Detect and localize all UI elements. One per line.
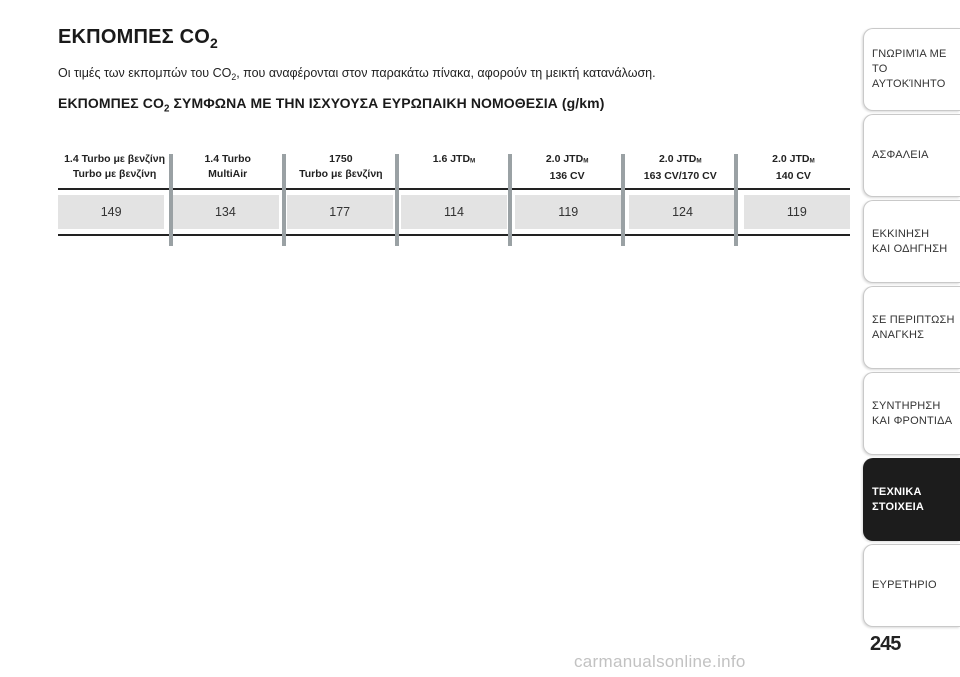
column-header-1: 1.4 Turbo με βενζίνη Turbo με βενζίνη (64, 153, 166, 180)
tab-index[interactable]: ΕΥΡΕΤΗΡΙΟ (863, 544, 960, 627)
value-cell-3: 177 (286, 195, 393, 229)
value-cell-6: 124 (629, 195, 736, 229)
tab-safety[interactable]: ΑΣΦΑΛΕΙΑ (863, 114, 960, 197)
column-header-2: 1.4 Turbo MultiAir (204, 153, 251, 180)
emissions-table: 1.4 Turbo με βενζίνη Turbo με βενζίνη 1.4… (58, 150, 850, 246)
intro-text: Οι τιμές των εκπομπών του CO2, που αναφέ… (58, 66, 656, 83)
column-divider (508, 154, 512, 246)
table-header-row: 1.4 Turbo με βενζίνη Turbo με βενζίνη 1.4… (58, 150, 850, 188)
value-cell-1: 149 (58, 195, 165, 229)
watermark: carmanualsonline.info (574, 652, 746, 671)
column-divider (734, 154, 738, 246)
tab-getting-to-know[interactable]: ΓΝΩΡΙΜΊΑ ΜΕ ΤΟ ΑΥΤΟΚΊΝΗΤΟ (863, 28, 960, 111)
section-subtitle: ΕΚΠΟΜΠΕΣ CO2 ΣΥΜΦΩΝΑ ΜΕ ΤΗΝ ΙΣΧΥΟΥΣΑ ΕΥΡ… (58, 95, 605, 115)
value-cell-5: 119 (515, 195, 622, 229)
column-divider (395, 154, 399, 246)
column-header-7: 2.0 JTDM 140 CV (772, 153, 815, 182)
tab-technical-data[interactable]: ΤΕΧΝΙΚΑ ΣΤΟΙΧΕΙΑ (863, 458, 960, 541)
tab-starting-driving[interactable]: ΕΚΚΙΝΗΣΗ ΚΑΙ ΟΔΗΓΗΣΗ (863, 200, 960, 283)
value-cell-2: 134 (172, 195, 279, 229)
chapter-sidebar: ΓΝΩΡΙΜΊΑ ΜΕ ΤΟ ΑΥΤΟΚΊΝΗΤΟ ΑΣΦΑΛΕΙΑ ΕΚΚΙΝΗ… (863, 28, 960, 630)
column-header-4: 1.6 JTDM (432, 153, 476, 165)
page-number: 245 (870, 633, 901, 655)
page-title: ΕΚΠΟΜΠΕΣ CO2 (58, 26, 218, 51)
column-divider (169, 154, 173, 246)
column-divider (282, 154, 286, 246)
table-row: 149 134 177 114 119 124 119 (58, 190, 850, 234)
value-cell-4: 114 (400, 195, 508, 229)
column-header-5: 2.0 JTDM 136 CV (545, 153, 589, 182)
table-top-rule (58, 188, 850, 190)
column-header-3: 1750 Turbo με βενζίνη (299, 153, 383, 180)
value-cell-7: 119 (743, 195, 850, 229)
tab-emergency[interactable]: ΣΕ ΠΕΡΙΠΤΩΣΗ ΑΝΑΓΚΗΣ (863, 286, 960, 369)
tab-maintenance[interactable]: ΣΥΝΤΗΡΗΣΗ ΚΑΙ ΦΡΟΝΤΙΔΑ (863, 372, 960, 455)
table-bottom-rule (58, 234, 850, 236)
column-header-6: 2.0 JTDM 163 CV/170 CV (643, 153, 717, 182)
column-divider (621, 154, 625, 246)
